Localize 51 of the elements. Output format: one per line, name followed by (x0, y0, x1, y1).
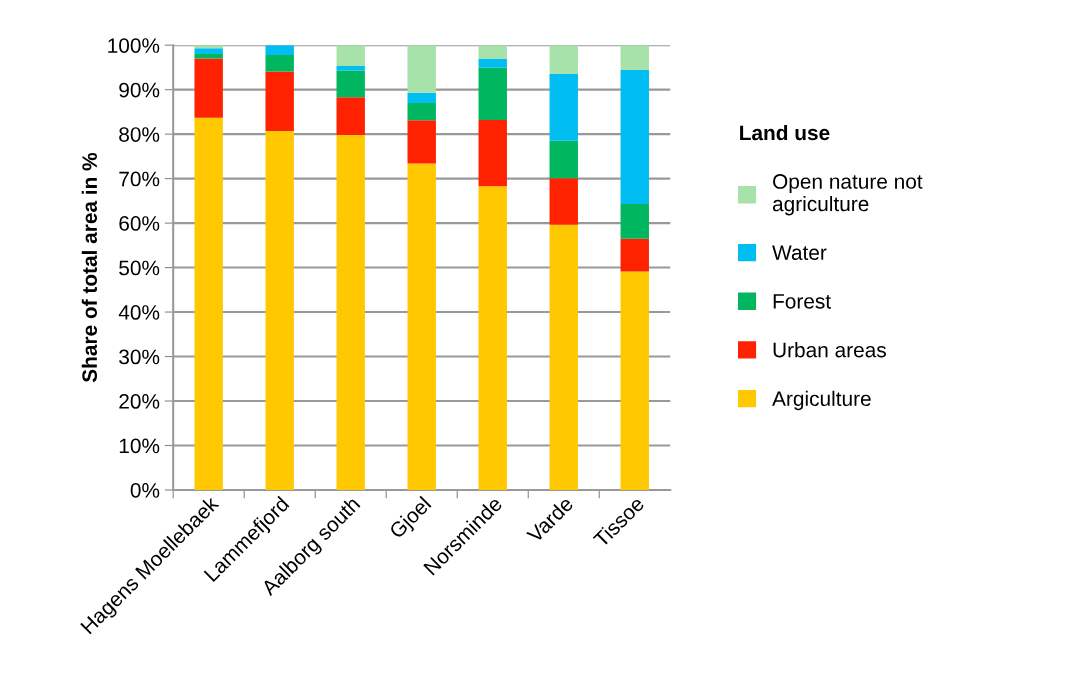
bar (407, 103, 436, 121)
legend-label: Urban areas (773, 342, 886, 358)
bar (194, 117, 223, 490)
bar (549, 140, 578, 179)
bar (336, 70, 365, 98)
y-tick-label: 10% (119, 438, 160, 454)
bar (620, 45, 649, 71)
bar (478, 186, 507, 490)
y-tick-label: 30% (119, 349, 160, 365)
bar (620, 203, 649, 239)
bar (194, 48, 223, 55)
bar (620, 70, 649, 204)
bar (265, 45, 294, 55)
bar (407, 163, 436, 490)
y-tick-label: 60% (119, 216, 160, 231)
bar (265, 54, 294, 72)
bar (265, 71, 294, 132)
bar (549, 224, 578, 490)
bar (549, 45, 578, 75)
bar (549, 74, 578, 141)
bar (194, 54, 223, 59)
bar (336, 45, 365, 67)
bar (194, 58, 223, 118)
bar (265, 131, 294, 490)
y-tick-label: 90% (119, 82, 160, 98)
y-tick-label: 50% (119, 260, 160, 276)
y-tick-label: 100% (108, 38, 160, 53)
y-tick-label: 20% (119, 394, 160, 409)
bar (478, 67, 507, 120)
bar (407, 92, 436, 103)
bar (620, 271, 649, 490)
y-tick-label: 40% (118, 305, 160, 320)
bar (478, 58, 507, 68)
bar (407, 120, 436, 164)
bar (336, 135, 365, 490)
bar (549, 178, 578, 225)
y-tick-label: 70% (119, 171, 160, 187)
bar (336, 66, 365, 71)
bar (478, 45, 507, 59)
legend-title: Land use (740, 124, 830, 141)
legend-label: Open nature not agriculture (772, 174, 923, 216)
legend-label: Forest (773, 294, 831, 309)
y-tick-label: 0% (130, 482, 160, 498)
bar (478, 119, 507, 187)
bar (620, 238, 649, 272)
legend-label: Argiculture (772, 390, 871, 411)
bar (407, 45, 436, 93)
bar (336, 97, 365, 136)
legend-label: Water (772, 245, 827, 260)
y-axis-title: Share of total area in % (81, 152, 98, 383)
y-tick-label: 80% (119, 127, 160, 142)
